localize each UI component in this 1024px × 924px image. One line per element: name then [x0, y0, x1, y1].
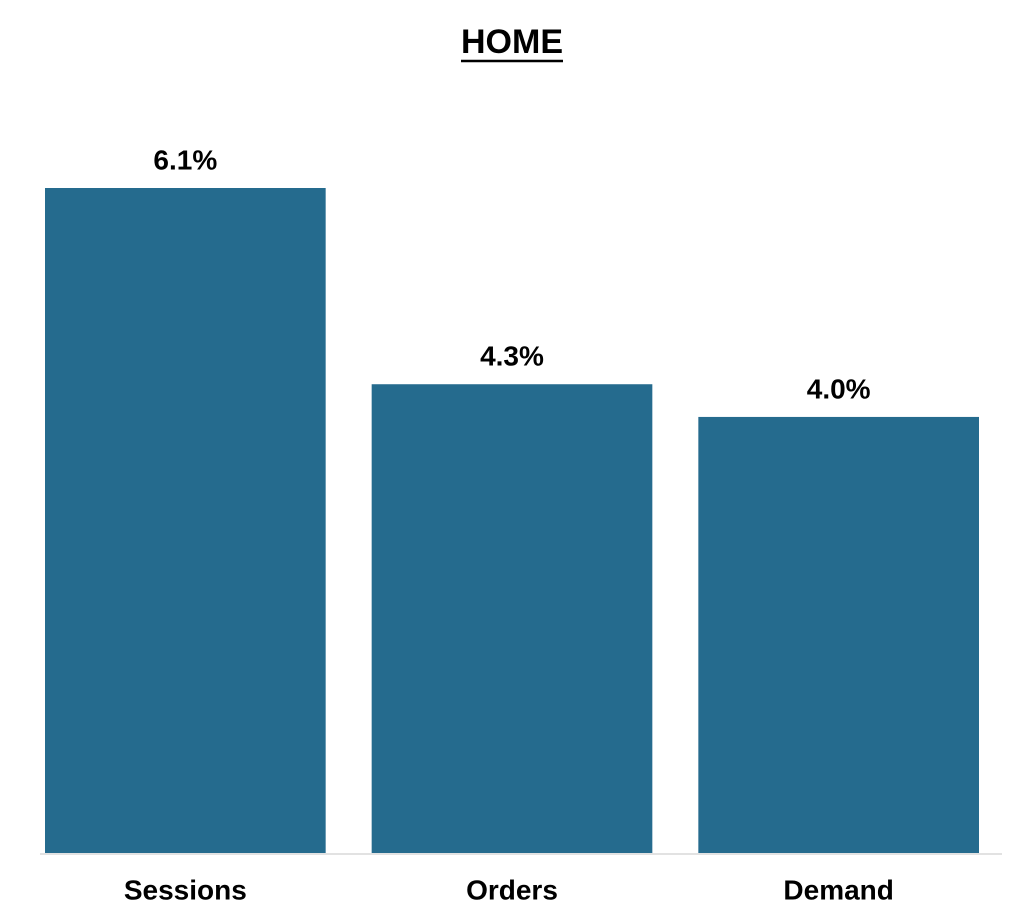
bar: [698, 416, 979, 853]
x-tick-label: Orders: [466, 874, 558, 905]
x-tick-label: Sessions: [124, 874, 247, 905]
value-label: 4.0%: [807, 373, 871, 404]
chart-title: HOME: [461, 23, 563, 61]
x-tick-label: Demand: [783, 874, 893, 905]
value-label: 4.3%: [480, 341, 544, 372]
value-label: 6.1%: [153, 144, 217, 175]
bar: [371, 384, 653, 853]
bar: [45, 188, 326, 853]
